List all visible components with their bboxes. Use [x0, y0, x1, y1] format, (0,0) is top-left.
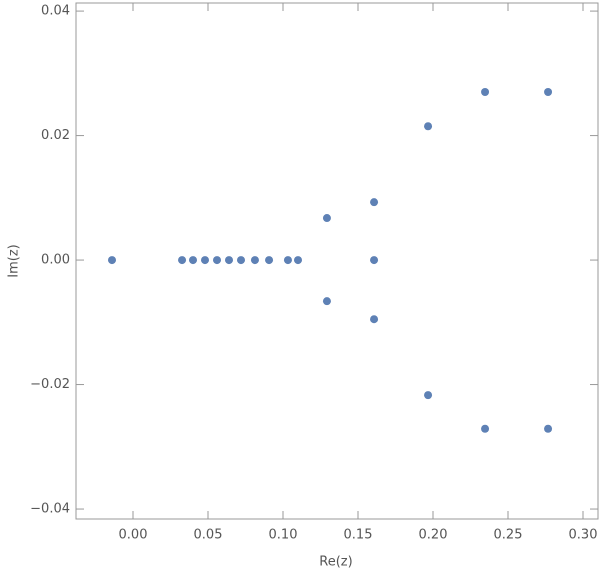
y-axis-label: Im(z) [7, 244, 22, 277]
x-tick-label: 0.00 [119, 528, 148, 543]
point [481, 88, 490, 97]
point [213, 256, 221, 265]
plot-frame [75, 2, 599, 520]
x-axis-label: Re(z) [319, 555, 352, 570]
point [265, 256, 274, 265]
point [108, 256, 116, 265]
point [370, 256, 379, 265]
point [294, 256, 302, 265]
y-tick-label: 0.00 [41, 253, 70, 268]
point [322, 297, 331, 306]
point [189, 256, 197, 265]
point [250, 256, 259, 265]
point [544, 88, 553, 97]
x-tick-label: 0.10 [269, 528, 298, 543]
point [283, 256, 292, 265]
point [424, 391, 433, 400]
y-tick-label: −0.04 [30, 502, 70, 517]
x-tick-label: 0.15 [344, 528, 373, 543]
x-tick-label: 0.25 [494, 528, 523, 543]
point [544, 424, 553, 433]
point [225, 256, 233, 265]
point [201, 256, 209, 265]
point [481, 424, 490, 433]
x-tick-label: 0.05 [194, 528, 223, 543]
x-tick-label: 0.20 [419, 528, 448, 543]
point [370, 315, 379, 324]
point [322, 214, 331, 223]
point [237, 256, 245, 265]
y-tick-label: 0.04 [41, 4, 70, 19]
point [178, 256, 187, 265]
point [424, 122, 433, 131]
y-tick-label: −0.02 [30, 377, 70, 392]
point [370, 198, 379, 207]
y-tick-label: 0.02 [41, 128, 70, 143]
x-tick-label: 0.30 [569, 528, 598, 543]
